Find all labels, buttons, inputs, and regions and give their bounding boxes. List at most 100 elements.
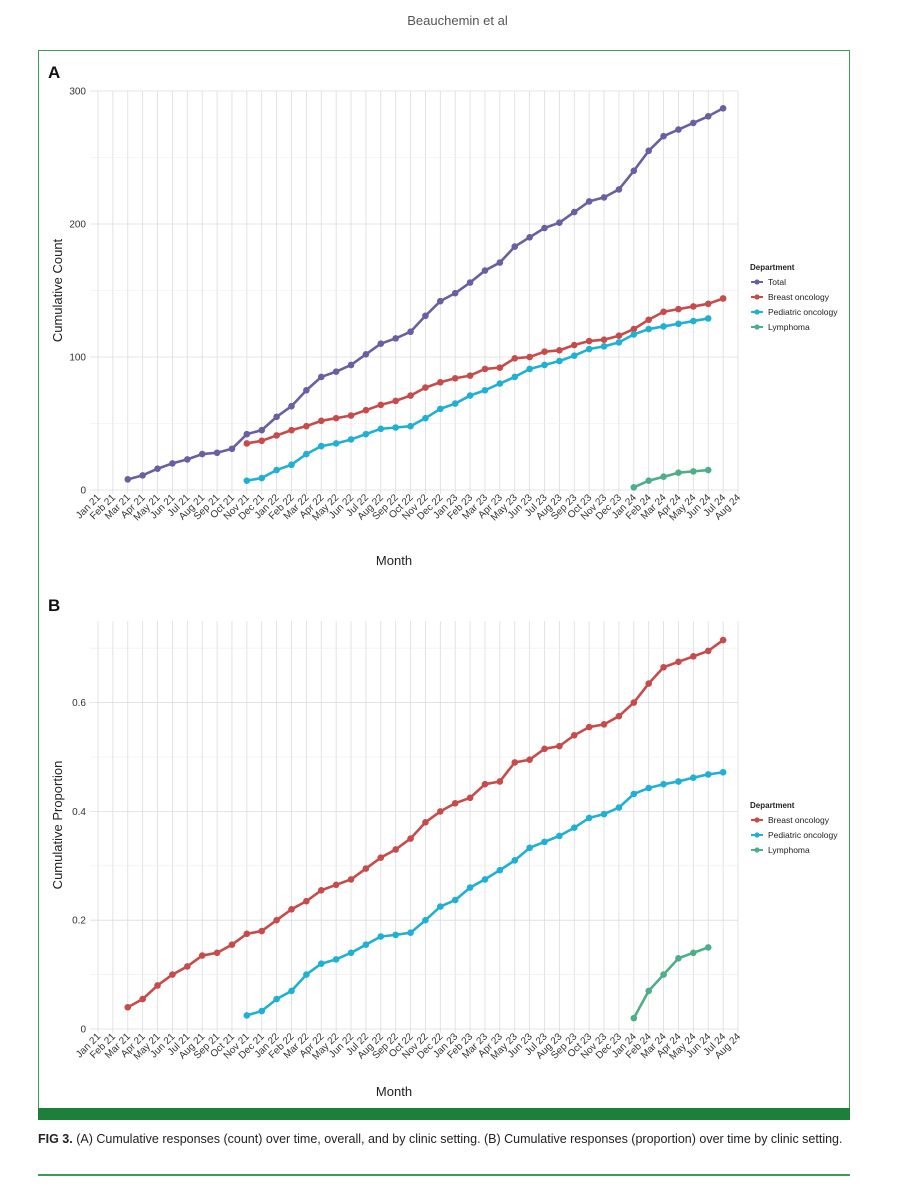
data-point bbox=[422, 312, 429, 320]
data-point bbox=[124, 1003, 132, 1011]
data-point bbox=[690, 303, 697, 310]
data-point bbox=[437, 297, 444, 305]
data-point bbox=[541, 348, 548, 355]
data-point bbox=[332, 881, 340, 889]
legend-key-dot bbox=[754, 294, 760, 300]
data-point bbox=[437, 808, 444, 815]
data-point bbox=[645, 784, 652, 792]
y-tick-label: 0 bbox=[80, 486, 86, 497]
figure-caption-text: (A) Cumulative responses (count) over ti… bbox=[72, 1132, 843, 1146]
data-point bbox=[704, 944, 712, 951]
data-point bbox=[660, 780, 667, 788]
data-point bbox=[690, 653, 697, 660]
data-point bbox=[541, 224, 548, 232]
data-point bbox=[303, 450, 310, 458]
data-point bbox=[511, 857, 519, 864]
data-point bbox=[317, 442, 325, 450]
y-axis-title: Cumulative Count bbox=[50, 238, 65, 342]
legend-label: Pediatric oncology bbox=[768, 830, 838, 840]
data-point bbox=[660, 323, 667, 330]
data-point bbox=[288, 402, 295, 410]
x-axis-title: Month bbox=[376, 553, 412, 568]
data-point bbox=[496, 778, 504, 785]
data-point bbox=[422, 818, 429, 826]
data-point bbox=[377, 854, 385, 861]
y-tick-label: 200 bbox=[69, 220, 86, 231]
data-point bbox=[362, 351, 370, 358]
legend-key-dot bbox=[754, 832, 760, 838]
series-total bbox=[124, 104, 727, 483]
data-point bbox=[570, 731, 578, 739]
data-point bbox=[645, 987, 652, 995]
data-point bbox=[615, 712, 623, 720]
legend: Department Total Breast oncology Pediatric … bbox=[750, 263, 838, 332]
data-point bbox=[422, 916, 429, 924]
data-point bbox=[139, 472, 146, 479]
data-point bbox=[704, 771, 712, 778]
data-point bbox=[377, 340, 385, 348]
data-point bbox=[407, 392, 414, 399]
data-point bbox=[556, 347, 563, 354]
data-point bbox=[630, 331, 638, 338]
legend-key-dot bbox=[754, 847, 760, 853]
data-point bbox=[258, 927, 266, 935]
data-point bbox=[630, 790, 638, 798]
data-point bbox=[511, 355, 519, 362]
data-point bbox=[303, 971, 310, 978]
data-point bbox=[392, 335, 399, 342]
data-point bbox=[451, 374, 459, 382]
data-point bbox=[615, 804, 623, 811]
data-point bbox=[466, 372, 474, 379]
x-axis-title: Month bbox=[376, 1084, 412, 1099]
data-point bbox=[332, 956, 340, 963]
data-point bbox=[511, 373, 519, 381]
data-point bbox=[570, 824, 578, 832]
data-point bbox=[347, 876, 355, 883]
y-tick-label: 100 bbox=[69, 353, 86, 364]
legend-label: Pediatric oncology bbox=[768, 307, 838, 317]
data-point bbox=[585, 345, 593, 353]
data-point bbox=[600, 343, 608, 350]
data-point bbox=[273, 995, 280, 1003]
data-point bbox=[332, 440, 340, 447]
data-point bbox=[258, 437, 266, 445]
series-pediatric-oncology bbox=[243, 315, 712, 484]
data-point bbox=[407, 929, 414, 937]
data-point bbox=[228, 445, 236, 453]
data-point bbox=[303, 386, 310, 394]
data-point bbox=[690, 119, 697, 127]
data-point bbox=[243, 477, 251, 484]
data-point bbox=[124, 476, 132, 483]
data-point bbox=[496, 380, 504, 387]
data-point bbox=[466, 794, 474, 802]
data-point bbox=[630, 1014, 638, 1022]
y-tick-label: 0 bbox=[80, 1025, 86, 1036]
data-point bbox=[481, 386, 489, 394]
data-point bbox=[645, 680, 652, 687]
data-point bbox=[243, 930, 251, 938]
data-point bbox=[481, 267, 489, 274]
data-point bbox=[377, 933, 385, 940]
data-point bbox=[675, 305, 682, 313]
y-tick-label: 0.4 bbox=[72, 807, 86, 818]
data-point bbox=[466, 279, 474, 286]
data-point bbox=[273, 916, 280, 924]
data-point bbox=[466, 884, 474, 891]
data-point bbox=[526, 353, 533, 361]
data-point bbox=[541, 361, 548, 369]
data-point bbox=[615, 332, 623, 340]
data-point bbox=[496, 364, 504, 371]
data-point bbox=[437, 378, 444, 386]
data-point bbox=[645, 147, 652, 155]
data-point bbox=[570, 341, 578, 349]
data-point bbox=[139, 995, 146, 1003]
series-breast-oncology bbox=[243, 295, 727, 447]
data-point bbox=[556, 357, 563, 365]
data-point bbox=[422, 414, 429, 422]
data-point bbox=[630, 167, 638, 175]
data-point bbox=[466, 392, 474, 399]
data-point bbox=[317, 417, 325, 425]
data-point bbox=[273, 466, 280, 474]
data-point bbox=[585, 198, 593, 205]
